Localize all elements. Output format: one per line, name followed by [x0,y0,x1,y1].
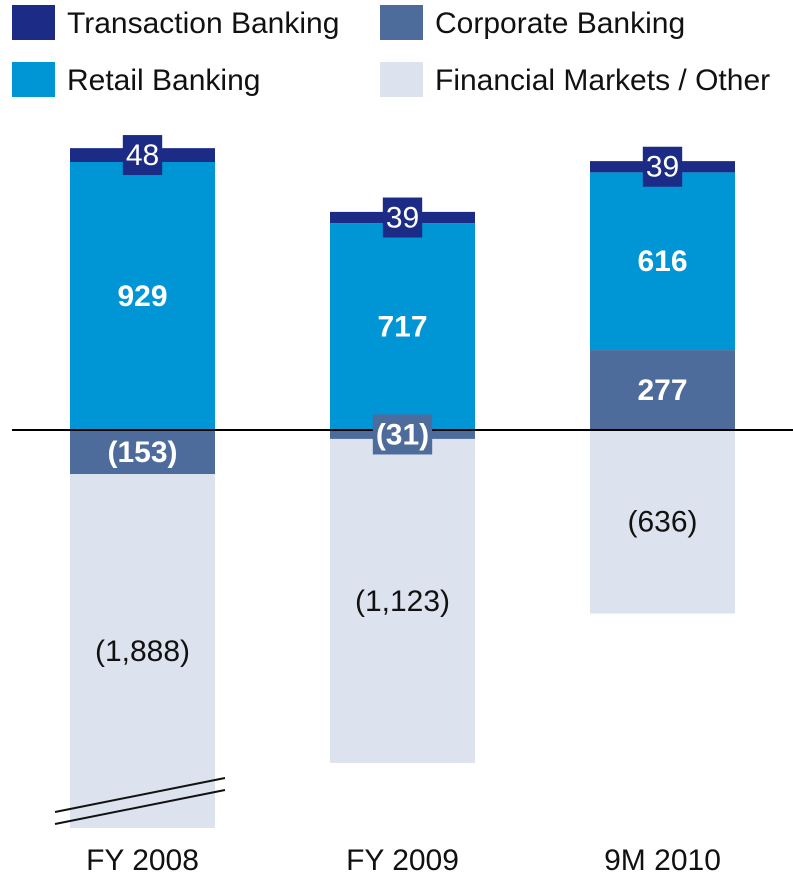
x-tick-label: FY 2008 [86,844,199,877]
legend-swatch [380,5,423,40]
legend-label: Transaction Banking [67,7,339,40]
data-label: 929 [117,280,167,313]
bar-segment [590,350,735,430]
bar-segment [70,430,215,475]
data-label-box [372,414,433,455]
data-label: 39 [646,151,679,184]
bar-segment [330,223,475,430]
bar-segment [330,438,475,763]
axis-break [54,789,226,825]
x-tick-label: FY 2009 [346,844,459,877]
legend-label: Retail Banking [67,64,260,97]
legend-label: Financial Markets / Other [435,64,770,97]
bar-segment [590,172,735,351]
legend-swatch [380,62,423,97]
bar-segment [590,430,735,614]
legend-swatch [12,62,55,97]
data-label: (31) [376,418,429,451]
data-label: (1,123) [355,585,450,618]
data-label-box [122,135,163,176]
bar-segment [70,474,215,828]
data-label-box [642,146,683,187]
data-label: (1,888) [95,635,190,668]
data-label: 616 [637,245,687,278]
data-label: (636) [627,506,697,539]
x-tick-label: 9M 2010 [604,844,721,877]
data-label: 48 [126,139,159,172]
legend-swatch [12,5,55,40]
axis-break [54,777,226,813]
legend-label: Corporate Banking [435,7,685,40]
bar-segment [70,161,215,430]
data-label: 277 [637,374,687,407]
data-label: (153) [107,436,177,469]
data-label-box [382,197,423,238]
data-label: 39 [386,201,419,234]
data-label: 717 [377,310,427,343]
